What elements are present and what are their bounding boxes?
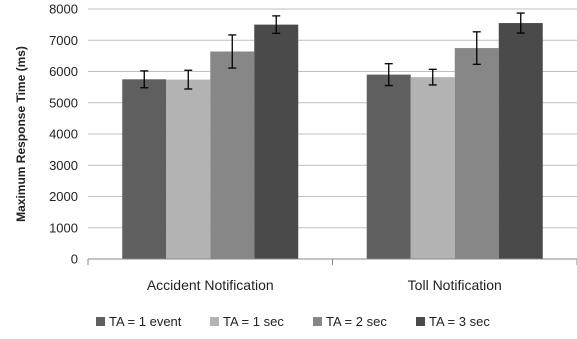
y-tick-label: 4000 [49,127,78,142]
legend-label: TA = 2 sec [326,314,387,329]
bar [166,79,211,259]
bar [122,79,167,259]
error-bar [140,70,149,89]
y-tick-label: 8000 [49,2,78,17]
y-tick-label: 6000 [49,64,78,79]
y-tick-label: 3000 [49,158,78,173]
category-label: Toll Notification [408,277,502,293]
y-tick-label: 2000 [49,189,78,204]
y-axis-ticks: 0 1000 2000 3000 4000 5000 6000 7000 8000 [49,2,78,267]
legend-item: TA = 1 sec [210,314,284,329]
legend-label: TA = 1 sec [223,314,284,329]
error-bar [184,69,193,90]
error-bars [140,12,525,90]
y-axis-label: Maximum Response Time (ms) [14,46,28,222]
error-bar [516,12,525,34]
legend-item: TA = 1 event [96,314,182,329]
x-axis-dividers [87,259,577,265]
legend-swatch [96,317,105,326]
bar [454,48,499,259]
legend-swatch [416,317,425,326]
legend-item: TA = 2 sec [313,314,387,329]
bars [122,23,543,259]
category-labels: Accident Notification Toll Notification [147,277,502,293]
error-bar [272,15,281,35]
bar [254,24,299,259]
bar [498,23,543,259]
legend-label: TA = 1 event [109,314,182,329]
bar [210,51,255,259]
category-label: Accident Notification [147,277,274,293]
legend-label: TA = 3 sec [429,314,490,329]
error-bar [228,34,237,69]
error-bar [428,68,437,86]
legend-swatch [313,317,322,326]
legend-item: TA = 3 sec [416,314,490,329]
error-bar [472,31,481,65]
y-tick-label: 1000 [49,220,78,235]
bar [410,77,455,259]
error-bar [384,63,393,87]
y-tick-label: 5000 [49,95,78,110]
bar [366,74,411,259]
legend-swatch [210,317,219,326]
legend: TA = 1 event TA = 1 sec TA = 2 sec TA = 3 s… [96,314,490,329]
y-tick-label: 0 [71,252,78,267]
y-tick-label: 7000 [49,33,78,48]
